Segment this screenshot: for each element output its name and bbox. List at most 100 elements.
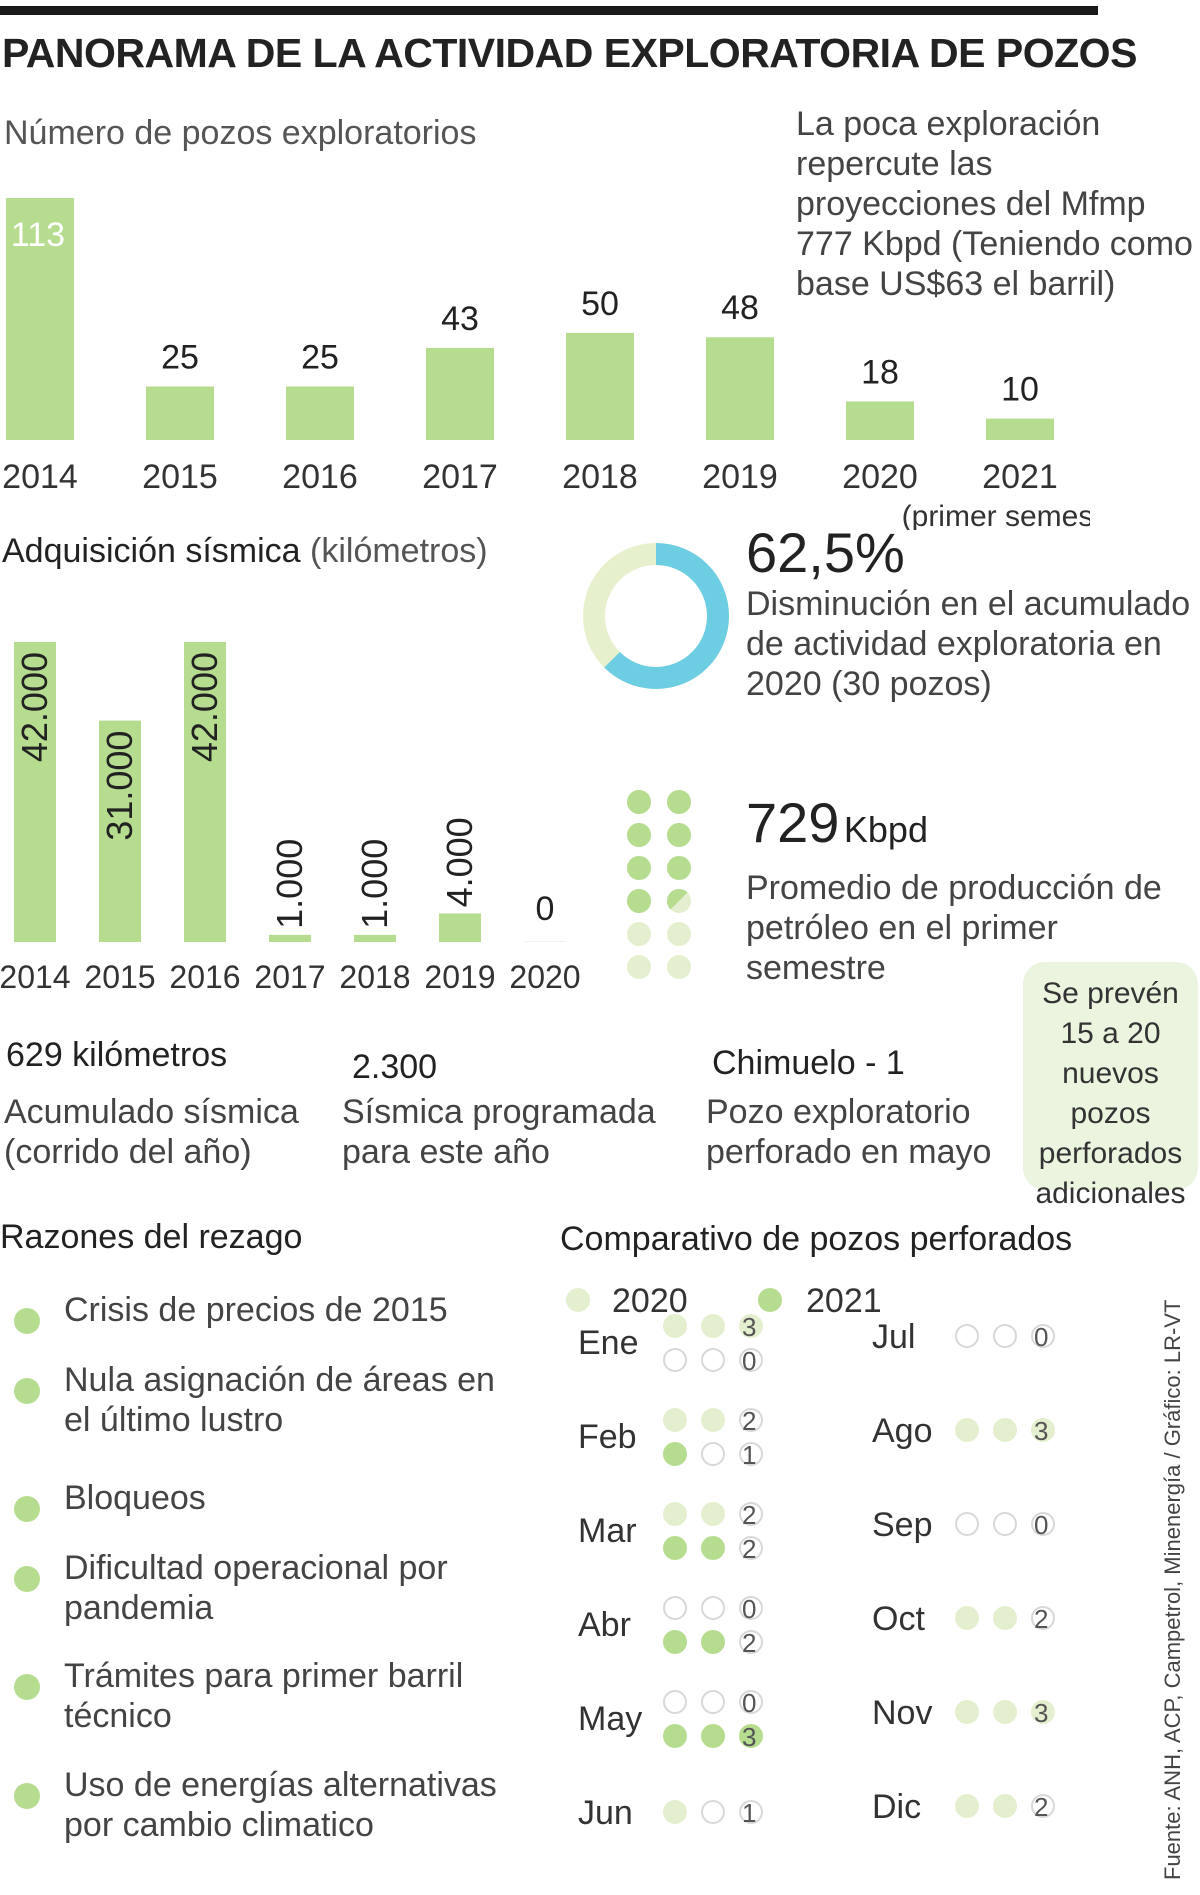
month-Sep-2020-dot-empty	[993, 1512, 1017, 1536]
month-Mar-2020-dot-filled	[701, 1502, 725, 1526]
month-Abr-2021-count: 2	[742, 1628, 756, 1658]
month-Mar-2020-count: 2	[742, 1500, 756, 1530]
month-Nov-2020-dot-filled	[993, 1700, 1017, 1724]
seismic-value-label-2020: 0	[536, 890, 555, 928]
month-Jun-2020-dot-empty	[701, 1800, 725, 1824]
seismic-value-label-2016: 42.000	[184, 652, 225, 762]
seismic-bar-2018	[354, 934, 396, 942]
seismic-bar-2015	[99, 720, 141, 942]
month-May-2020-count: 0	[742, 1688, 756, 1718]
month-Jun-2020-dot-empty	[739, 1800, 763, 1824]
month-Nov-2020-dot-filled	[1031, 1700, 1055, 1724]
wells-bar-2018	[566, 332, 634, 440]
reason-text: Bloqueos	[64, 1479, 206, 1517]
month-May-2021-count: 3	[742, 1722, 756, 1752]
month-label-Ene: Ene	[578, 1324, 639, 1362]
bullet-dot-icon	[14, 1308, 40, 1334]
month-Dic-2020-count: 2	[1034, 1792, 1048, 1822]
legend-2021-label: 2021	[806, 1282, 882, 1320]
wells-bar-2016	[286, 386, 354, 440]
legend-2020-label: 2020	[612, 1282, 688, 1320]
reasons-title: Razones del rezago	[0, 1218, 303, 1256]
month-Abr-2021-dot-filled	[663, 1630, 687, 1654]
reason-text: Nula asignación de áreas en el último lu…	[64, 1361, 495, 1439]
bullet-dot-icon	[14, 1496, 40, 1522]
seismic-bar-2016	[184, 642, 226, 942]
month-Feb-2021-dot-empty	[701, 1442, 725, 1466]
donut-slice-decline	[583, 543, 729, 689]
production-dot	[627, 922, 651, 946]
decline-percent: 62,5%	[746, 521, 905, 584]
month-Dic-2020-dot-filled	[955, 1794, 979, 1818]
month-Ago-2020-count: 3	[1034, 1416, 1048, 1446]
month-label-Nov: Nov	[872, 1694, 932, 1732]
month-label-Dic: Dic	[872, 1788, 921, 1826]
wells-value-label-2015: 25	[161, 338, 199, 376]
month-Oct-2020-dot-filled	[993, 1606, 1017, 1630]
seismic-title-unit: (kilómetros)	[310, 532, 488, 570]
wells-category-label-2021: 2021	[982, 458, 1058, 496]
seismic-bar-2017	[269, 934, 311, 942]
month-Feb-2021-dot-empty	[739, 1442, 763, 1466]
month-Ene-2021-count: 0	[742, 1346, 756, 1376]
seismic-value-label-2017: 1.000	[269, 839, 310, 929]
month-Feb-2020-count: 2	[742, 1406, 756, 1436]
wells-bar-2020	[846, 401, 914, 440]
production-value: 729	[746, 791, 840, 854]
month-Abr-2020-dot-empty	[663, 1596, 687, 1620]
month-label-Oct: Oct	[872, 1600, 925, 1638]
month-Jul-2020-dot-empty	[955, 1324, 979, 1348]
month-Abr-2020-count: 0	[742, 1594, 756, 1624]
production-dot-filled	[627, 889, 651, 913]
month-Abr-2021-dot-filled	[701, 1630, 725, 1654]
month-Jun-2020-count: 1	[742, 1798, 756, 1828]
wells-value-label-2018: 50	[581, 285, 619, 323]
seismic-category-label-2014: 2014	[0, 959, 71, 995]
production-dot-grid	[627, 790, 691, 979]
wells-bar-2014	[6, 198, 74, 440]
month-Mar-2021-dot-empty	[739, 1536, 763, 1560]
seismic-category-label-2018: 2018	[339, 959, 410, 995]
production-description: Promedio de producción de petróleo en el…	[746, 869, 1162, 987]
wells-value-label-2016: 25	[301, 338, 339, 376]
top-rule	[0, 6, 1098, 15]
month-Abr-2020-dot-empty	[701, 1596, 725, 1620]
seismic-category-label-2017: 2017	[254, 959, 325, 995]
production-dot-filled	[667, 790, 691, 814]
month-Ago-2020-dot-filled	[955, 1418, 979, 1442]
month-Ene-2020-dot-filled	[663, 1314, 687, 1338]
wells-value-label-2017: 43	[441, 300, 479, 338]
month-label-May: May	[578, 1700, 642, 1738]
month-May-2021-dot-filled	[701, 1724, 725, 1748]
month-Ene-2020-dot-filled	[701, 1314, 725, 1338]
wells-bar-2019	[706, 337, 774, 440]
wells-category-note: (primer semestre)	[902, 500, 1090, 530]
month-label-Abr: Abr	[578, 1606, 631, 1644]
production-dot-filled	[627, 790, 651, 814]
wells-value-label-2014: 113	[11, 216, 65, 254]
stat-seismic-accumulated-value: 629 kilómetros	[6, 1036, 228, 1074]
month-Sep-2020-dot-empty	[955, 1512, 979, 1536]
wells-bar-chart: 113 2014 25 2015 25 2016 43 2017 50 2018 48 2019 18 2…	[2, 198, 1090, 530]
seismic-bar-2014	[14, 642, 56, 942]
month-Feb-2021-count: 1	[742, 1440, 756, 1470]
production-unit: Kbpd	[843, 809, 928, 850]
seismic-value-label-2019: 4.000	[439, 817, 480, 907]
new-wells-note-text: Se prevén 15 a 20 nuevos pozos perforado…	[1035, 977, 1186, 1210]
month-May-2020-dot-empty	[739, 1690, 763, 1714]
month-Dic-2020-dot-empty	[1031, 1794, 1055, 1818]
month-Abr-2020-dot-empty	[739, 1596, 763, 1620]
wells-bar-2015	[146, 386, 214, 440]
month-Feb-2020-dot-filled	[701, 1408, 725, 1432]
month-Oct-2020-count: 2	[1034, 1604, 1048, 1634]
wells-category-label-2016: 2016	[282, 458, 358, 496]
reason-text: Crisis de precios de 2015	[64, 1291, 448, 1329]
wells-value-label-2021: 10	[1001, 371, 1039, 409]
month-May-2020-dot-empty	[663, 1690, 687, 1714]
seismic-bar-chart: 42.000 2014 31.000 2015 42.000 2016 1.000 2017 1…	[0, 642, 580, 995]
month-Jul-2020-dot-empty	[993, 1324, 1017, 1348]
month-Ene-2020-count: 3	[742, 1312, 756, 1342]
month-Jun-2020-dot-filled	[663, 1800, 687, 1824]
month-Ago-2020-dot-filled	[993, 1418, 1017, 1442]
stat-seismic-programmed-value: 2.300	[352, 1048, 438, 1086]
